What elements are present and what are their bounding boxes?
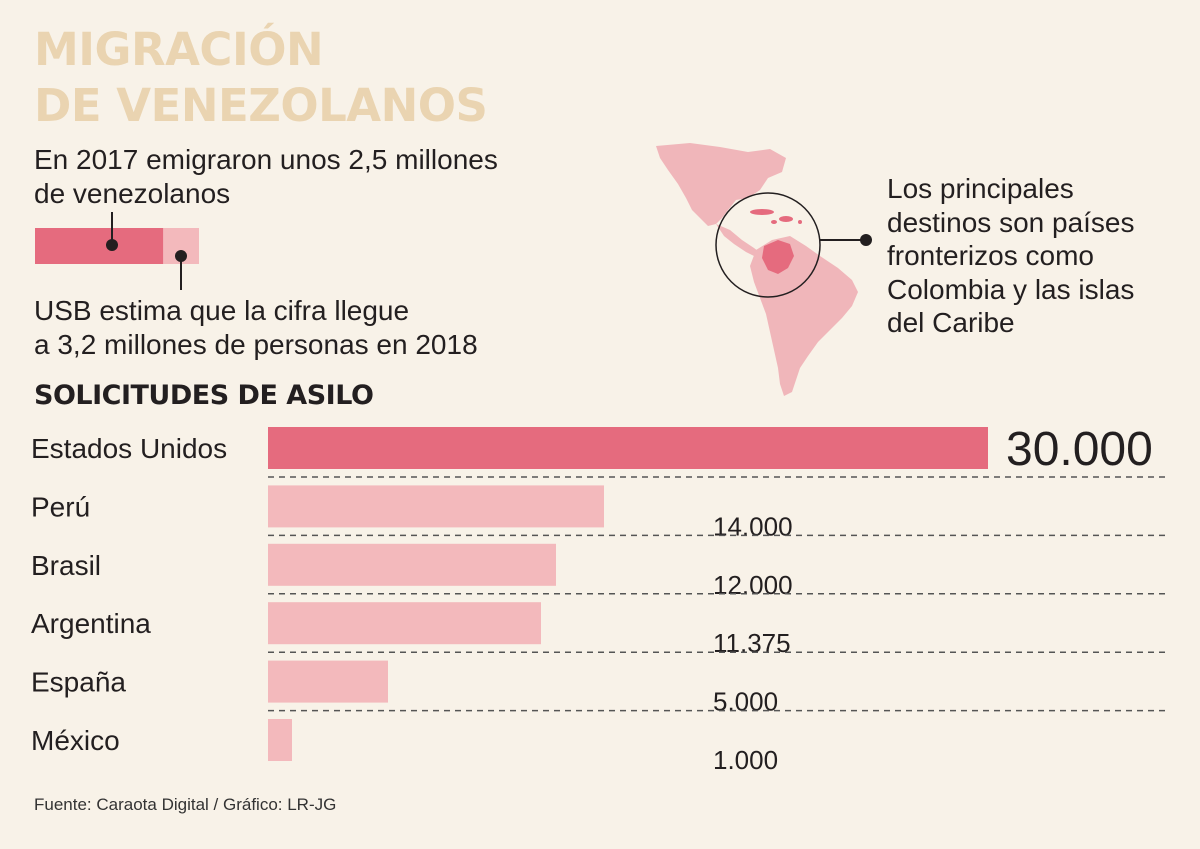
bar <box>268 602 541 645</box>
bar <box>268 543 556 586</box>
emigration-2017-bar <box>35 228 164 264</box>
bar <box>268 719 292 761</box>
callout-dot <box>106 239 118 251</box>
data-label: 1.000 <box>713 745 778 775</box>
estimate-text-line: a 3,2 millones de personas en 2018 <box>34 329 478 360</box>
emigration-text-line: En 2017 emigraron unos 2,5 millones <box>34 144 498 175</box>
headline: MIGRACIÓN DE VENEZOLANOS <box>34 22 554 134</box>
map-caption-line: fronterizos como <box>887 240 1094 271</box>
data-label: 11.375 <box>713 628 791 658</box>
data-label: 30.000 <box>1006 423 1153 476</box>
emigration-text-line: de venezolanos <box>34 178 231 209</box>
central-america-shape <box>716 224 762 258</box>
headline-line: MIGRACIÓN <box>34 23 324 76</box>
estimate-text: USB estima que la cifra llegue a 3,2 mil… <box>34 294 554 362</box>
north-america-shape <box>656 143 786 226</box>
south-america-shape <box>750 236 858 396</box>
data-label: 12.000 <box>713 570 793 600</box>
americas-map-icon <box>656 143 858 396</box>
map-caption-line: del Caribe <box>887 307 1015 338</box>
bar <box>268 660 388 703</box>
data-label: 14.000 <box>713 511 793 541</box>
highlight-circle <box>715 192 821 298</box>
emigration-text: En 2017 emigraron unos 2,5 millones de v… <box>34 143 554 211</box>
estimate-text-line: USB estima que la cifra llegue <box>34 295 410 326</box>
category-label: Argentina <box>31 608 151 639</box>
map-caption-line: destinos son países <box>887 206 1135 238</box>
map-caption: Los principales destinos son países fron… <box>887 172 1187 340</box>
category-label: Perú <box>31 491 90 522</box>
jamaica-island <box>771 220 777 224</box>
cuba-island <box>750 209 774 215</box>
asylum-bar-chart: Estados Unidos 30.000 Perú 14.000 Brasil 12.0… <box>31 423 1165 775</box>
category-label: España <box>31 667 126 698</box>
category-label: Brasil <box>31 550 101 581</box>
colombia-shape <box>762 240 794 274</box>
hispaniola-island <box>779 216 793 222</box>
category-label: Estados Unidos <box>31 433 227 464</box>
map-caption-line: Los principales <box>887 173 1074 204</box>
source-note: Fuente: Caraota Digital / Gráfico: LR-JG <box>34 795 337 814</box>
chart-title: SOLICITUDES DE ASILO <box>34 380 374 411</box>
map-caption-line: Colombia y las islas <box>887 273 1135 305</box>
category-label: México <box>31 725 120 756</box>
data-label: 5.000 <box>713 687 778 717</box>
headline-line: DE VENEZOLANOS <box>34 79 488 132</box>
callout-dot <box>175 250 187 262</box>
caribbean-islands <box>750 209 802 224</box>
top-graphic <box>35 143 872 396</box>
bar <box>268 485 604 528</box>
puerto-rico-island <box>798 220 802 224</box>
bar <box>268 427 988 469</box>
map-callout-dot <box>860 234 872 246</box>
